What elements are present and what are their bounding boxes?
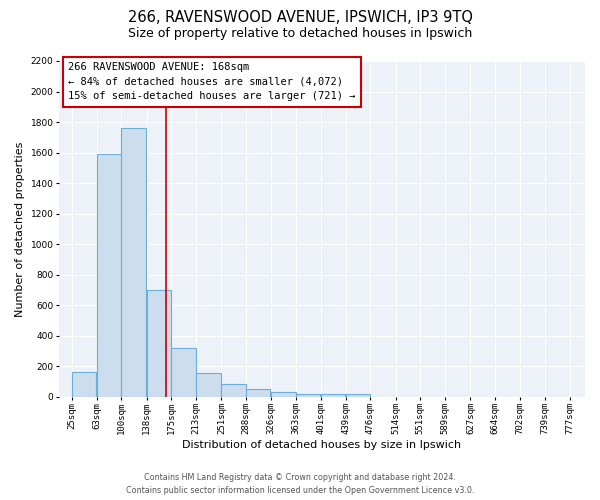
Bar xyxy=(321,394,345,396)
Text: Contains HM Land Registry data © Crown copyright and database right 2024.
Contai: Contains HM Land Registry data © Crown c… xyxy=(126,473,474,495)
Bar xyxy=(346,394,370,396)
Bar xyxy=(121,128,146,396)
Text: 266 RAVENSWOOD AVENUE: 168sqm
← 84% of detached houses are smaller (4,072)
15% o: 266 RAVENSWOOD AVENUE: 168sqm ← 84% of d… xyxy=(68,62,356,102)
Bar xyxy=(246,389,271,396)
Bar xyxy=(271,392,296,396)
Bar xyxy=(97,154,121,396)
X-axis label: Distribution of detached houses by size in Ipswich: Distribution of detached houses by size … xyxy=(182,440,461,450)
Bar xyxy=(171,348,196,397)
Bar xyxy=(146,290,171,397)
Bar xyxy=(196,373,221,396)
Text: 266, RAVENSWOOD AVENUE, IPSWICH, IP3 9TQ: 266, RAVENSWOOD AVENUE, IPSWICH, IP3 9TQ xyxy=(128,10,473,25)
Text: Size of property relative to detached houses in Ipswich: Size of property relative to detached ho… xyxy=(128,28,472,40)
Bar xyxy=(71,372,96,396)
Bar xyxy=(296,394,320,396)
Bar xyxy=(221,384,246,396)
Y-axis label: Number of detached properties: Number of detached properties xyxy=(15,141,25,316)
